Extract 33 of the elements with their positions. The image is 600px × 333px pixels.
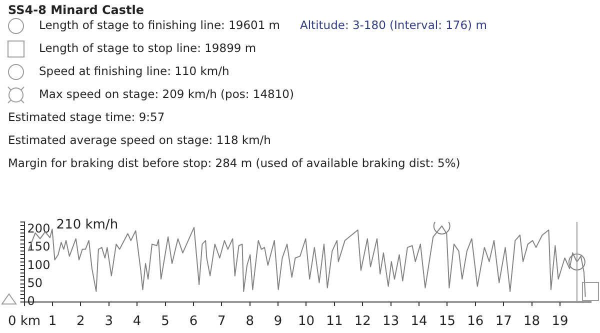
y-axis-title: 210 km/h [56,217,118,232]
x-tick-label: 5 [161,314,170,330]
x-tick-label: 2 [76,314,85,330]
text: Estimated average speed on stage: 118 km/h [8,133,271,147]
x-tick-label: 10 [298,314,315,330]
x-tick-label: 14 [410,314,428,330]
x-tick-label: 13 [382,314,400,330]
text: Length of stage to stop line: 19899 m [39,41,256,55]
text: Speed at finishing line: 110 km/h [39,64,230,78]
x-tick-label: 9 [274,314,282,330]
x-tick-label: 12 [354,314,371,330]
x-tick-label: 6 [189,314,198,330]
x-tick-label: 7 [218,314,226,330]
x-tick-label: 4 [132,314,142,330]
x-tick-label: 11 [326,314,343,330]
x-tick-label: 17 [495,314,512,330]
x-tick-label: 8 [246,314,254,330]
text: Margin for braking dist before stop: 284 m (used of available braking dist: 5%) [8,156,460,170]
text: Altitude: 3-180 (Interval: 176) m [300,18,487,32]
text: Max speed on stage: 209 km/h (pos: 14810) [39,87,294,101]
y-tick-label: 100 [27,258,50,272]
text: Length of stage to finishing line: 19601 m [39,18,280,32]
x-tick-label: 19 [552,314,568,330]
text: Estimated stage time: 9:57 [8,110,165,124]
x-tick-label: 18 [524,314,540,330]
x-tick-label: 3 [104,314,114,330]
x-tick-label: 16 [467,314,484,330]
x-tick-label: 1 [48,314,57,330]
x-tick-label: 0 km [8,314,41,330]
y-tick-label: 200 [27,221,50,236]
chart-title: SS4-8 Minard Castle [8,3,144,17]
y-tick-label: 50 [27,276,43,290]
x-tick-label: 15 [438,314,456,330]
